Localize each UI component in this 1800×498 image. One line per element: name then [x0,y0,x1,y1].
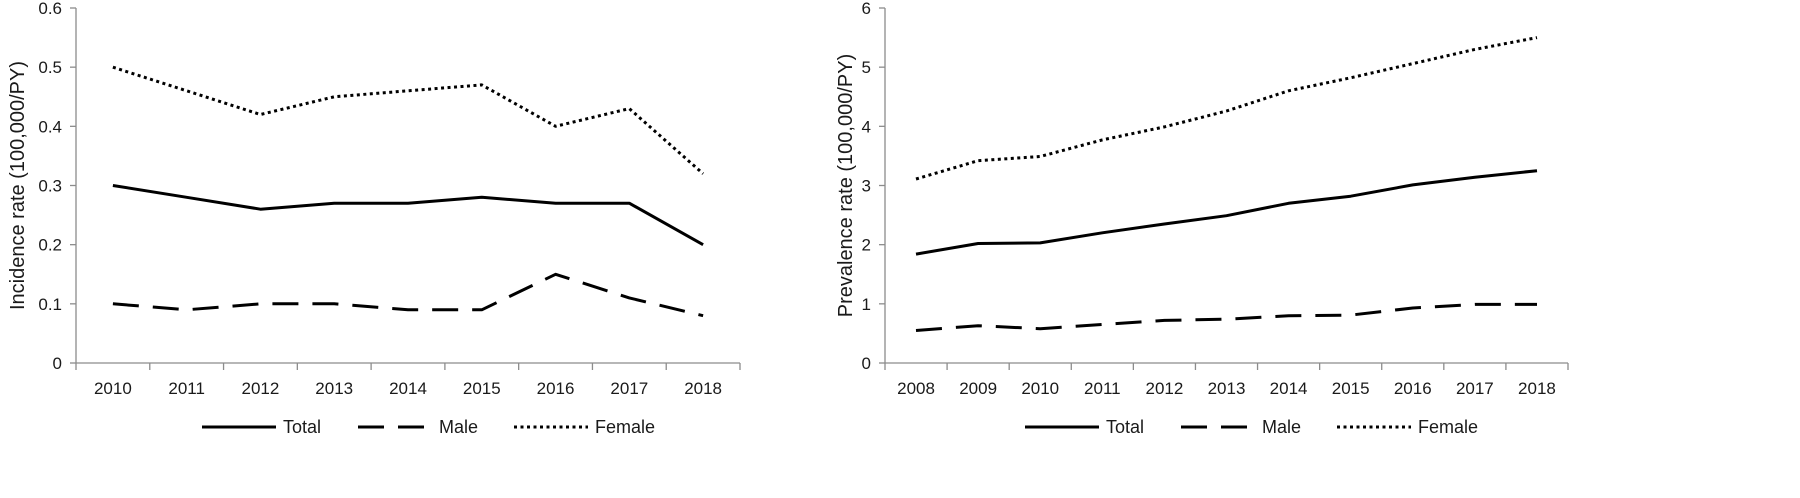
series-line-female [915,36,1538,181]
x-tick-label: 2014 [389,379,427,398]
y-tick-label: 0.3 [38,177,62,196]
x-tick-label: 2011 [1084,379,1121,398]
x-tick-label: 2012 [242,379,280,398]
legend-label-female: Female [1418,417,1478,437]
y-tick-label: 0.4 [38,117,62,136]
x-tick-label: 2011 [168,379,205,398]
y-tick-label: 2 [862,236,871,255]
series-line-female [112,65,705,175]
y-tick-label: 0.5 [38,58,62,77]
x-tick-label: 2010 [1021,379,1059,398]
chart-2: 0 1 2 3 4 5 6 2008 2009 2010 2011 2012 2013 2014 2015 2… [835,0,1569,437]
x-tick-label: 2009 [959,379,997,398]
legend-label-male: Male [439,417,478,437]
x-tick-label: 2012 [1145,379,1183,398]
legend-label-total: Total [1106,417,1144,437]
y-tick-label: 0.1 [38,295,62,314]
y-axis-title: Prevalence rate (100,000/PY) [835,54,857,318]
chart-1: 0 0.1 0.2 0.3 0.4 0.5 0.6 2010 2011 2012 2013 2014 2… [7,0,741,437]
x-tick-label: 2016 [1394,379,1432,398]
legend-label-male: Male [1262,417,1301,437]
y-tick-label: 0.2 [38,236,62,255]
series-line-male [915,302,1537,332]
y-axis-title: Incidence rate (100,000/PY) [7,61,29,310]
y-tick-label: 0 [53,354,62,373]
y-tick-label: 3 [862,177,871,196]
x-tick-label: 2016 [537,379,575,398]
series-line-total [915,169,1538,256]
x-tick-label: 2013 [1208,379,1246,398]
y-tick-label: 4 [862,117,871,136]
x-tick-label: 2010 [94,379,132,398]
x-tick-label: 2017 [1456,379,1494,398]
y-tick-label: 0.6 [38,0,62,18]
x-tick-label: 2018 [1518,379,1556,398]
y-tick-label: 5 [862,58,871,77]
x-tick-label: 2015 [1332,379,1370,398]
x-tick-label: 2018 [684,379,722,398]
x-tick-label: 2017 [610,379,648,398]
x-tick-label: 2013 [315,379,353,398]
x-tick-label: 2015 [463,379,501,398]
x-tick-label: 2008 [897,379,935,398]
legend-label-total: Total [283,417,321,437]
series-line-total [112,184,704,247]
y-tick-label: 6 [862,0,871,18]
y-tick-label: 1 [862,295,871,314]
x-tick-label: 2014 [1270,379,1308,398]
y-tick-label: 0 [862,354,871,373]
series-line-male [112,272,704,318]
legend-label-female: Female [595,417,655,437]
